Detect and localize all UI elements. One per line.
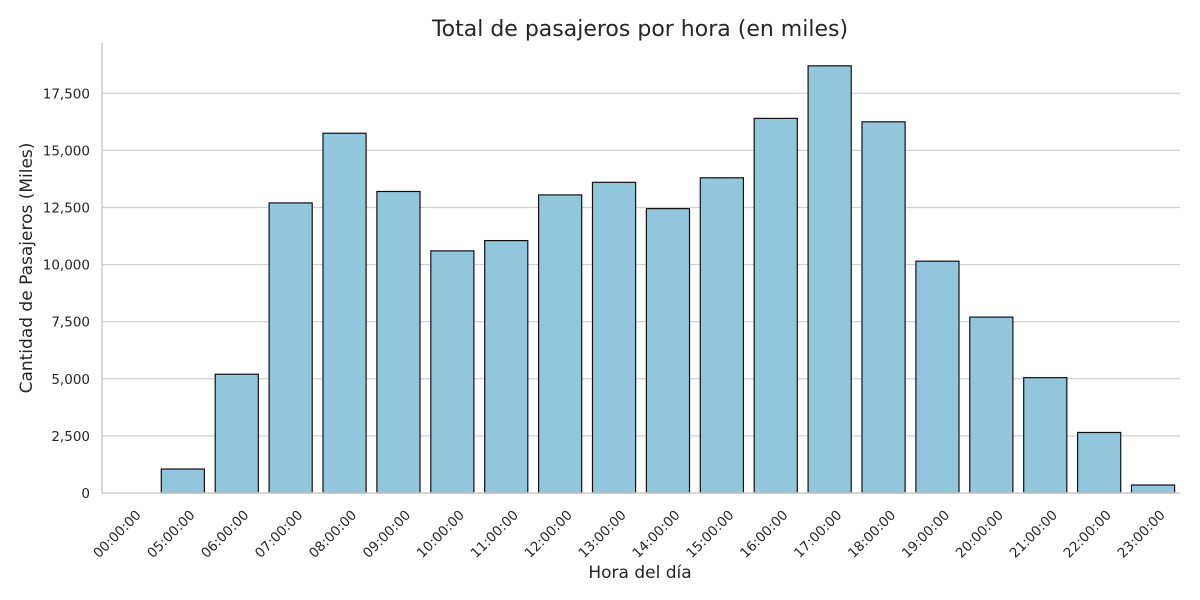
x-tick-label: 20:00:00	[953, 507, 1007, 561]
x-tick-labels: 00:00:00 05:00:00 06:00:00 07:00:00 08:00:00…	[90, 507, 1168, 561]
bar-16-00-00	[753, 117, 798, 494]
x-tick-label: 09:00:00	[360, 507, 414, 561]
bar-07-00-00	[268, 202, 313, 494]
x-tick-label: 22:00:00	[1061, 507, 1115, 561]
bar-15-00-00	[699, 177, 745, 494]
bar-09-00-00	[376, 190, 421, 494]
bar-21-00-00	[1023, 377, 1068, 494]
x-tick-label: 19:00:00	[899, 507, 953, 561]
bars	[160, 65, 1176, 494]
bar-08-00-00	[322, 132, 367, 494]
bar-14-00-00	[645, 208, 691, 494]
y-tick-label: 2,500	[51, 429, 90, 445]
grid-lines	[102, 92, 1180, 437]
y-tick-label: 5,000	[51, 372, 90, 388]
x-tick-label: 10:00:00	[414, 507, 468, 561]
x-tick-label: 15:00:00	[683, 507, 737, 561]
x-tick-label: 18:00:00	[845, 507, 899, 561]
y-axis-label: Cantidad de Pasajeros (Miles)	[17, 143, 37, 394]
x-tick-label: 08:00:00	[306, 507, 360, 561]
y-tick-label: 15,000	[43, 143, 90, 159]
x-tick-label: 12:00:00	[522, 507, 576, 561]
x-tick-label: 21:00:00	[1007, 507, 1061, 561]
chart-title: Total de pasajeros por hora (en miles)	[431, 17, 848, 42]
x-tick-label: 16:00:00	[737, 507, 791, 561]
x-tick-label: 11:00:00	[468, 507, 522, 561]
y-tick-label: 0	[81, 486, 90, 502]
bar-13-00-00	[591, 181, 637, 494]
x-tick-label: 05:00:00	[144, 507, 198, 561]
bar-06-00-00	[214, 373, 259, 494]
bar-22-00-00	[1076, 431, 1122, 494]
x-tick-label: 00:00:00	[90, 507, 144, 561]
bar-11-00-00	[484, 239, 529, 494]
bar-17-00-00	[807, 65, 852, 494]
x-tick-label: 13:00:00	[575, 507, 629, 561]
y-tick-labels: 0 2,500 5,000 7,500 10,000 12,500 15,000 17,500	[43, 86, 90, 502]
y-tick-label: 17,500	[43, 86, 90, 102]
y-tick-label: 7,500	[51, 315, 90, 331]
bar-10-00-00	[430, 250, 475, 494]
bar-19-00-00	[915, 260, 960, 494]
bar-12-00-00	[537, 194, 583, 494]
bar-20-00-00	[969, 316, 1014, 494]
x-tick-label: 07:00:00	[252, 507, 306, 561]
y-tick-label: 12,500	[43, 200, 90, 216]
x-tick-label: 17:00:00	[791, 507, 845, 561]
x-tick-label: 23:00:00	[1114, 507, 1168, 561]
y-tick-label: 10,000	[43, 258, 90, 274]
x-axis-label: Hora del día	[588, 563, 691, 583]
bar-18-00-00	[861, 121, 906, 494]
bar-05-00-00	[160, 468, 206, 494]
axes	[101, 43, 1180, 494]
bar-23-00-00	[1130, 484, 1176, 494]
x-tick-label: 06:00:00	[198, 507, 252, 561]
x-tick-label: 14:00:00	[629, 507, 683, 561]
